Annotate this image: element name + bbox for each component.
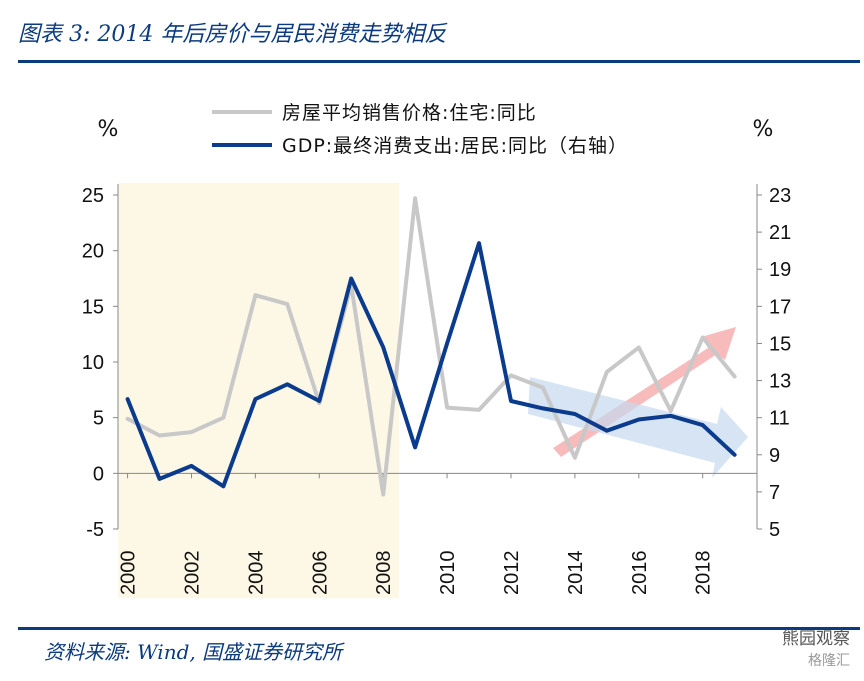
left-tick-label: 25	[82, 185, 104, 207]
right-tick-label: 9	[769, 445, 780, 467]
chart-decorations	[118, 183, 748, 598]
house-price-line	[125, 196, 737, 497]
x-tick-label: 2012	[501, 551, 523, 596]
source-note: 资料来源: Wind, 国盛证券研究所	[44, 640, 343, 664]
chart-legend: 房屋平均销售价格:住宅:同比 GDP:最终消费支出:居民:同比（右轴）	[212, 102, 628, 157]
consumption-line	[125, 241, 737, 489]
left-tick-label: 20	[82, 241, 104, 263]
left-tick-label: 0	[93, 463, 104, 485]
left-tick-label: 5	[93, 408, 104, 430]
footer-rule	[18, 627, 860, 630]
left-tick-label: -5	[86, 519, 104, 541]
watermark-sub: 格隆汇	[808, 653, 850, 669]
watermark-main: 熊园观察	[782, 629, 850, 649]
right-tick-label: 11	[769, 408, 790, 430]
shaded-period	[118, 183, 400, 598]
x-tick-label: 2002	[181, 551, 203, 596]
x-tick-label: 2014	[565, 551, 587, 596]
x-tick-label: 2010	[437, 551, 459, 596]
x-tick-label: 2016	[629, 551, 651, 596]
watermark: 熊园观察 格隆汇	[746, 628, 850, 672]
right-tick-label: 17	[769, 296, 791, 318]
left-tick-label: 10	[82, 352, 104, 374]
figure-title: 图表 3: 2014 年后房价与居民消费走势相反	[18, 22, 447, 47]
chart-series	[125, 196, 737, 497]
right-unit-label: %	[753, 117, 774, 142]
right-tick-label: 15	[769, 333, 791, 355]
x-tick-label: 2000	[118, 551, 140, 596]
down-trend-arrow	[528, 377, 748, 478]
x-tick-label: 2004	[245, 551, 267, 596]
legend-label-1: 房屋平均销售价格:住宅:同比	[282, 102, 537, 124]
x-tick-label: 2008	[373, 551, 395, 596]
legend-label-2: GDP:最终消费支出:居民:同比（右轴）	[282, 135, 628, 157]
chart-axes: 25 20 15 10 5 0 -5 23 21 19 17 15 13 11 9 7 5 2000 2002 200…	[82, 117, 792, 595]
right-tick-label: 7	[769, 482, 780, 504]
right-tick-label: 21	[769, 222, 791, 244]
right-tick-label: 19	[769, 259, 791, 281]
right-tick-label: 13	[769, 371, 791, 393]
right-tick-label: 5	[769, 519, 780, 541]
title-rule	[18, 60, 860, 63]
x-tick-label: 2018	[693, 551, 715, 596]
left-unit-label: %	[98, 117, 119, 142]
x-tick-label: 2006	[309, 551, 331, 596]
left-tick-label: 15	[82, 296, 104, 318]
right-tick-label: 23	[769, 185, 791, 207]
